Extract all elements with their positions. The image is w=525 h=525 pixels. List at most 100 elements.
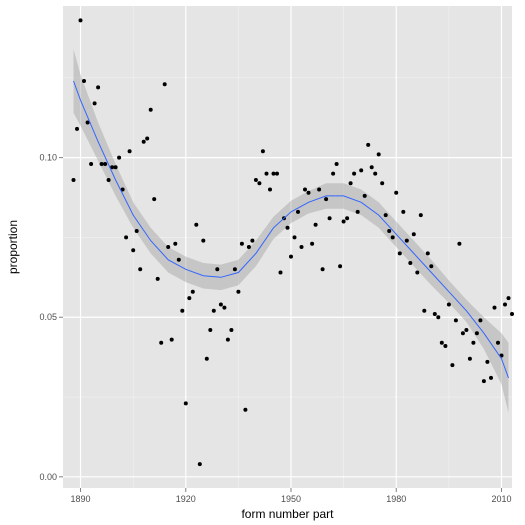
data-point (338, 264, 343, 269)
data-point (159, 340, 164, 345)
data-point (383, 213, 388, 218)
data-point (208, 328, 213, 332)
data-point (492, 305, 497, 310)
data-point (289, 254, 293, 259)
data-point (359, 168, 364, 173)
data-point (331, 171, 336, 176)
x-axis-title: form number part (241, 507, 334, 521)
data-point (176, 257, 181, 262)
data-point (348, 181, 353, 186)
data-point (215, 267, 220, 272)
data-point (71, 178, 76, 182)
data-point (401, 209, 406, 214)
data-point (341, 219, 346, 224)
data-point (510, 312, 514, 316)
data-points (71, 18, 514, 467)
data-point (162, 82, 167, 87)
data-point (271, 171, 276, 176)
data-point (124, 235, 129, 240)
data-point (166, 245, 171, 249)
data-point (496, 340, 500, 345)
data-point (246, 245, 251, 249)
minor-gridlines (63, 6, 512, 488)
data-point (243, 407, 248, 412)
data-point (306, 190, 311, 195)
data-point (460, 331, 465, 336)
data-point (85, 120, 90, 125)
data-point (82, 79, 86, 83)
data-point (485, 359, 490, 364)
y-tick-label: 0.00 (39, 472, 57, 482)
data-point (268, 187, 272, 192)
data-point (218, 302, 223, 307)
data-point (253, 178, 258, 182)
data-point (113, 165, 118, 170)
plot-panel (63, 6, 512, 488)
data-point (404, 238, 409, 243)
data-point (92, 101, 97, 106)
data-point (134, 229, 139, 233)
data-point (489, 375, 493, 380)
data-point (257, 181, 262, 186)
data-point (232, 267, 237, 272)
data-point (138, 267, 143, 272)
data-point (446, 302, 451, 307)
data-point (292, 235, 297, 240)
data-point (436, 315, 441, 320)
data-point (429, 264, 434, 269)
y-axis-tick-labels: 0.00 0.05 0.10 (39, 153, 57, 482)
data-point (313, 222, 318, 227)
data-point (317, 187, 322, 192)
data-point (275, 171, 279, 176)
data-point (408, 261, 413, 265)
data-point (155, 276, 160, 281)
data-point (173, 241, 178, 246)
data-point (296, 209, 300, 214)
data-point (120, 187, 125, 192)
data-point (145, 136, 150, 141)
data-point (187, 296, 192, 301)
data-point (106, 178, 111, 182)
x-tick-label: 1920 (176, 494, 196, 504)
data-point (369, 165, 374, 170)
x-axis-tick-labels: 1890 1920 1950 1980 2010 (71, 494, 512, 504)
data-point (425, 251, 430, 256)
data-point (478, 318, 483, 323)
data-point (355, 209, 360, 214)
y-tick-label: 0.10 (39, 153, 57, 163)
data-point (453, 318, 458, 323)
data-point (334, 162, 339, 166)
y-axis-title: proportion (6, 220, 20, 274)
data-point (152, 197, 157, 202)
data-point (474, 331, 479, 336)
data-point (352, 171, 357, 176)
data-point (471, 340, 476, 345)
data-point (239, 241, 244, 246)
data-point (320, 267, 325, 272)
data-point (260, 149, 265, 154)
data-point (264, 171, 269, 176)
data-point (117, 155, 122, 160)
data-point (299, 245, 304, 249)
data-point (190, 289, 195, 294)
data-point (362, 193, 367, 198)
data-point (89, 162, 94, 166)
data-point (467, 356, 472, 361)
data-point (110, 165, 115, 170)
data-point (201, 238, 206, 243)
data-point (373, 171, 378, 176)
data-point (141, 139, 146, 144)
data-point (432, 312, 437, 316)
data-point (397, 251, 402, 256)
data-point (204, 356, 209, 361)
data-point (229, 328, 234, 332)
x-tick-label: 1950 (281, 494, 301, 504)
data-point (131, 248, 136, 253)
data-point (99, 162, 104, 166)
data-point (506, 296, 511, 301)
data-point (103, 162, 108, 166)
data-point (303, 187, 307, 192)
data-point (310, 241, 315, 246)
data-point (345, 216, 350, 221)
